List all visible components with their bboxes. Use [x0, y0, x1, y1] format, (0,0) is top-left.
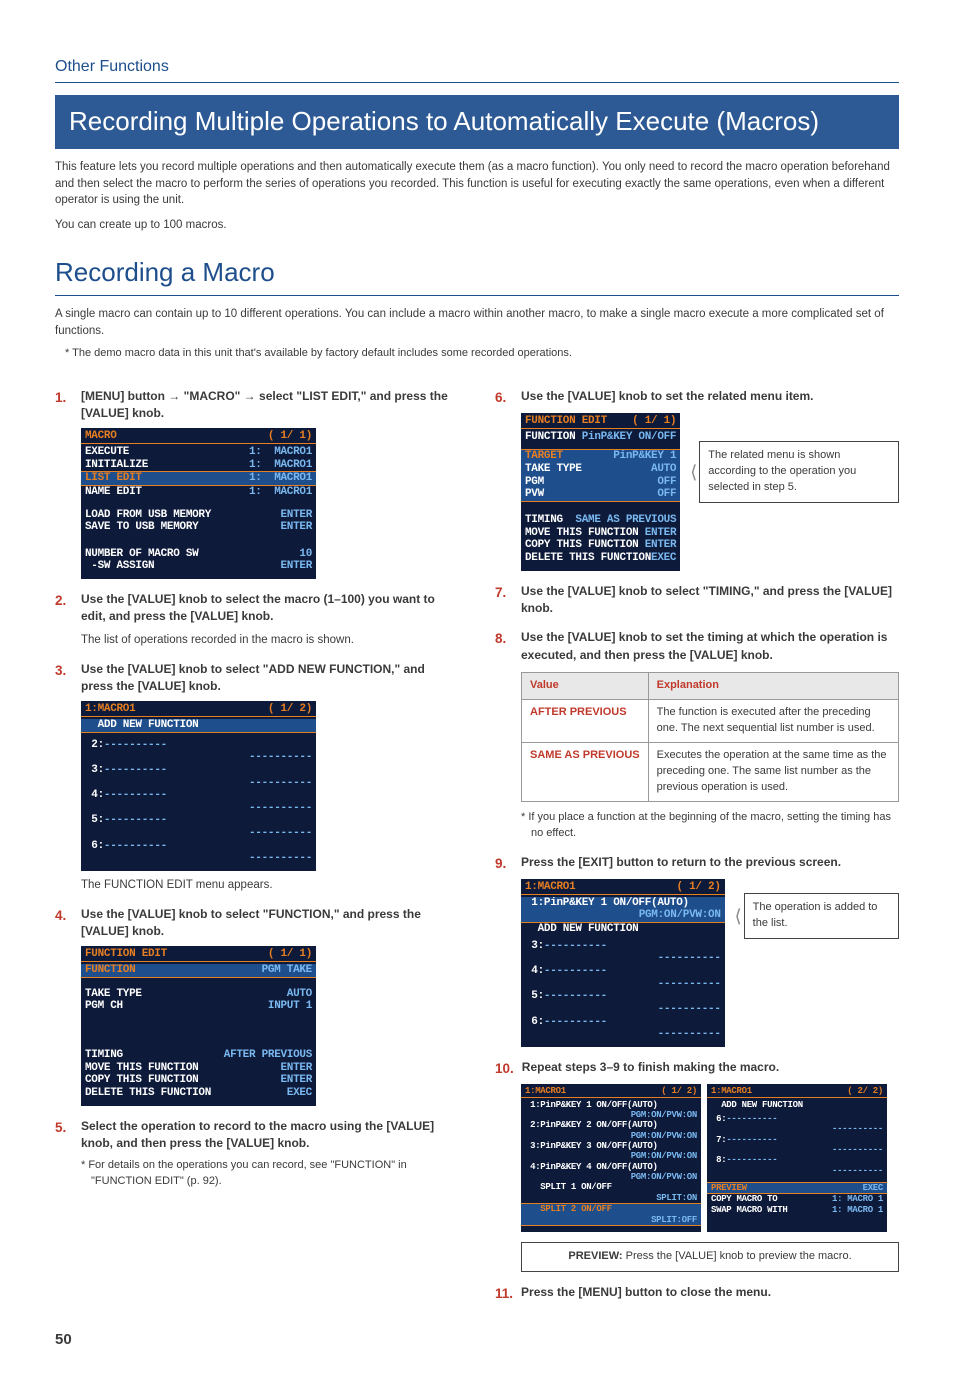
step-text: Use the [VALUE] knob to set the timing a… — [521, 629, 899, 664]
menu-screen-function-edit: FUNCTION EDIT( 1/ 1) FUNCTIONPGM TAKE TA… — [81, 946, 316, 1105]
step-4: 4. Use the [VALUE] knob to select "FUNCT… — [55, 906, 459, 941]
step-5: 5. Select the operation to record to the… — [55, 1118, 459, 1153]
step-6: 6. Use the [VALUE] knob to set the relat… — [495, 388, 899, 408]
sub-intro: A single macro can contain up to 10 diff… — [55, 306, 899, 339]
page-title: Recording Multiple Operations to Automat… — [55, 95, 899, 149]
left-column: 1. [MENU] button → "MACRO" → select "LIS… — [55, 376, 459, 1310]
bracket-icon: ⟨ — [735, 908, 742, 924]
step-num: 4. — [55, 906, 73, 941]
step-8-sub: * If you place a function at the beginni… — [521, 810, 899, 842]
step-num: 2. — [55, 591, 73, 626]
step-num: 9. — [495, 854, 513, 874]
step-num: 8. — [495, 629, 513, 664]
step-5-sub: * For details on the operations you can … — [81, 1158, 459, 1190]
step-text: Use the [VALUE] knob to select the macro… — [81, 591, 459, 626]
step-text: [MENU] button → "MACRO" → select "LIST E… — [81, 388, 459, 423]
table-head-value: Value — [522, 673, 649, 700]
step-text: Use the [VALUE] knob to select "FUNCTION… — [81, 906, 459, 941]
menu-screen-macro1-result: 1:MACRO1( 1/ 2) 1:PinP&KEY 1 ON/OFF(AUTO… — [521, 879, 725, 1047]
step-3-sub: The FUNCTION EDIT menu appears. — [81, 877, 459, 894]
step-text: Press the [MENU] button to close the men… — [521, 1284, 899, 1304]
step-text: Use the [VALUE] knob to select "TIMING,"… — [521, 583, 899, 618]
step-2-sub: The list of operations recorded in the m… — [81, 632, 459, 649]
bracket-icon: ⟨ — [690, 464, 697, 480]
menu-screen-macro: MACRO( 1/ 1) EXECUTE1: MACRO1 INITIALIZE… — [81, 428, 316, 579]
step-num: 5. — [55, 1118, 73, 1153]
menu-screen-macro1: 1:MACRO1( 1/ 2) ADD NEW FUNCTION 2:-----… — [81, 701, 316, 871]
step-7: 7. Use the [VALUE] knob to select "TIMIN… — [495, 583, 899, 618]
step-8: 8. Use the [VALUE] knob to set the timin… — [495, 629, 899, 664]
page-number: 50 — [55, 1329, 899, 1351]
callout-step-6: The related menu is shown according to t… — [699, 441, 899, 503]
table-head-explanation: Explanation — [648, 673, 898, 700]
step-text: Press the [EXIT] button to return to the… — [521, 854, 899, 874]
step-text: Use the [VALUE] knob to select "ADD NEW … — [81, 661, 459, 696]
table-cell: AFTER PREVIOUS — [522, 700, 649, 743]
intro-paragraph-2: You can create up to 100 macros. — [55, 217, 899, 234]
step-text: Repeat steps 3–9 to finish making the ma… — [522, 1059, 899, 1079]
table-cell: SAME AS PREVIOUS — [522, 742, 649, 801]
step-3: 3. Use the [VALUE] knob to select "ADD N… — [55, 661, 459, 696]
step-num: 6. — [495, 388, 513, 408]
step-num: 7. — [495, 583, 513, 618]
step-10: 10. Repeat steps 3–9 to finish making th… — [495, 1059, 899, 1079]
step-num: 11. — [495, 1284, 513, 1304]
preview-note: PREVIEW: Press the [VALUE] knob to previ… — [521, 1242, 899, 1272]
step-1: 1. [MENU] button → "MACRO" → select "LIS… — [55, 388, 459, 423]
menu-screen-final-2: 1:MACRO1( 2/ 2) ADD NEW FUNCTION 6:-----… — [707, 1084, 887, 1231]
menu-screen-function-edit-2: FUNCTION EDIT( 1/ 1) FUNCTIONPinP&KEY ON… — [521, 413, 680, 570]
step-text: Select the operation to record to the ma… — [81, 1118, 459, 1153]
menu-screen-final-1: 1:MACRO1( 1/ 2) 1:PinP&KEY 1 ON/OFF(AUTO… — [521, 1084, 701, 1231]
callout-step-9: The operation is added to the list. — [744, 893, 899, 939]
step-num: 10. — [495, 1059, 514, 1079]
sub-note: * The demo macro data in this unit that'… — [65, 346, 899, 362]
timing-table: ValueExplanation AFTER PREVIOUSThe funct… — [521, 672, 899, 802]
step-2: 2. Use the [VALUE] knob to select the ma… — [55, 591, 459, 626]
step-num: 1. — [55, 388, 73, 423]
step-9: 9. Press the [EXIT] button to return to … — [495, 854, 899, 874]
step-11: 11. Press the [MENU] button to close the… — [495, 1284, 899, 1304]
table-cell: The function is executed after the prece… — [648, 700, 898, 743]
subheading: Recording a Macro — [55, 254, 899, 297]
right-column: 6. Use the [VALUE] knob to set the relat… — [495, 376, 899, 1310]
intro-paragraph-1: This feature lets you record multiple op… — [55, 159, 899, 209]
table-cell: Executes the operation at the same time … — [648, 742, 898, 801]
section-header: Other Functions — [55, 55, 899, 83]
step-num: 3. — [55, 661, 73, 696]
step-text: Use the [VALUE] knob to set the related … — [521, 388, 899, 408]
